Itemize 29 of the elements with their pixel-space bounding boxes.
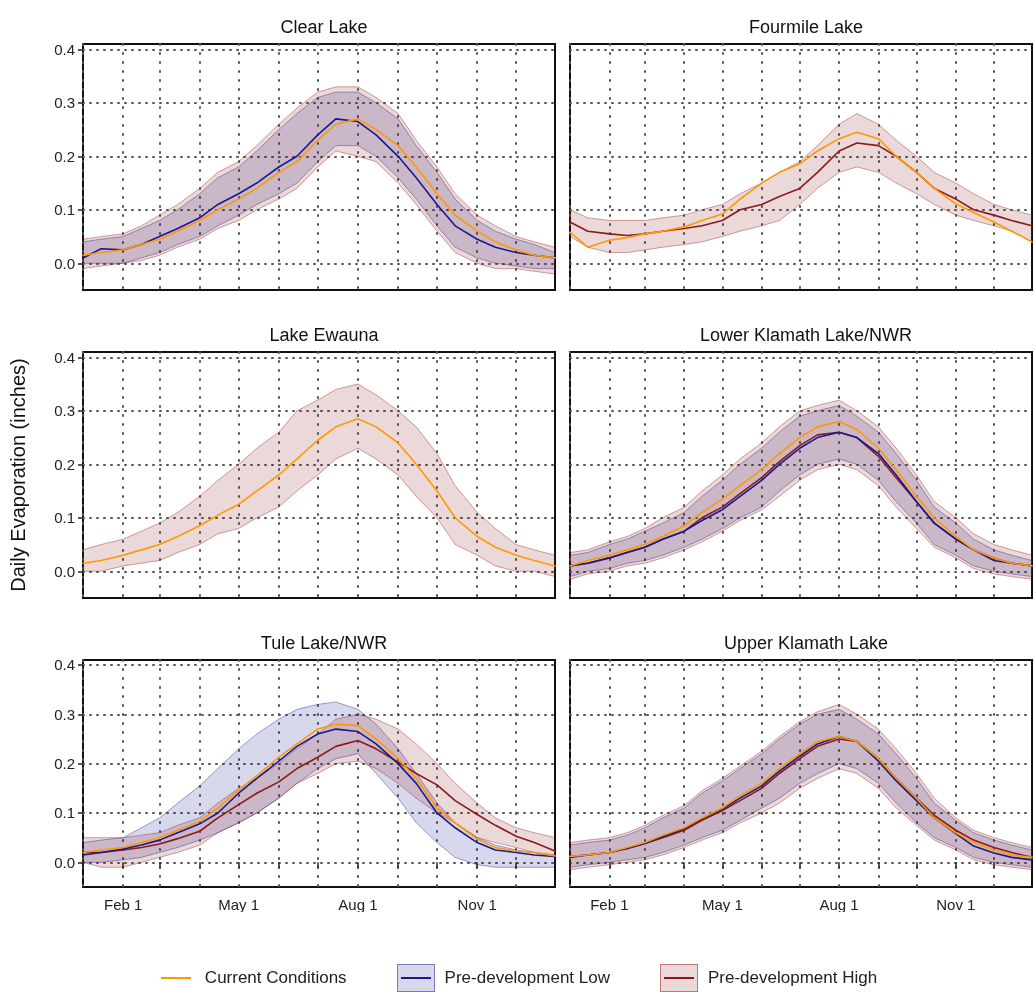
y-tick-label: 0.0: [54, 254, 75, 272]
x-tick-label: Feb 1: [590, 896, 629, 913]
x-tick-label: Feb 1: [104, 896, 143, 913]
x-tick-label: Nov 1: [457, 896, 497, 913]
y-tick-label: 0.1: [54, 201, 75, 219]
y-tick-label: 0.3: [54, 705, 75, 723]
chart-title: Lower Klamath Lake/NWR: [699, 325, 913, 345]
chart-title: Lake Ewauna: [269, 325, 380, 345]
y-tick-label: 0.1: [54, 804, 75, 822]
y-tick-label: 0.2: [54, 755, 75, 773]
y-tick-label: 0.2: [54, 147, 75, 165]
y-tick-label: 0.3: [54, 402, 75, 420]
legend-label: Current Conditions: [204, 968, 347, 988]
x-tick-label: Nov 1: [936, 896, 976, 913]
y-tick-label: 0.1: [54, 509, 75, 527]
y-tick-label: 0.4: [54, 656, 75, 674]
chart-title: Clear Lake: [280, 17, 368, 37]
legend-label: Pre-development Low: [444, 968, 610, 988]
y-tick-label: 0.3: [54, 94, 75, 112]
y-axis-title: Daily Evaporation (inches): [7, 358, 29, 592]
y-tick-label: 0.0: [54, 562, 75, 580]
legend-label: Pre-development High: [707, 968, 878, 988]
chart-title: Tule Lake/NWR: [260, 633, 388, 653]
y-tick-label: 0.4: [54, 40, 75, 58]
y-tick-label: 0.2: [54, 455, 75, 473]
y-tick-label: 0.0: [54, 853, 75, 871]
chart-title: Upper Klamath Lake: [723, 633, 889, 653]
y-tick-label: 0.4: [54, 348, 75, 366]
chart-title: Fourmile Lake: [748, 17, 864, 37]
